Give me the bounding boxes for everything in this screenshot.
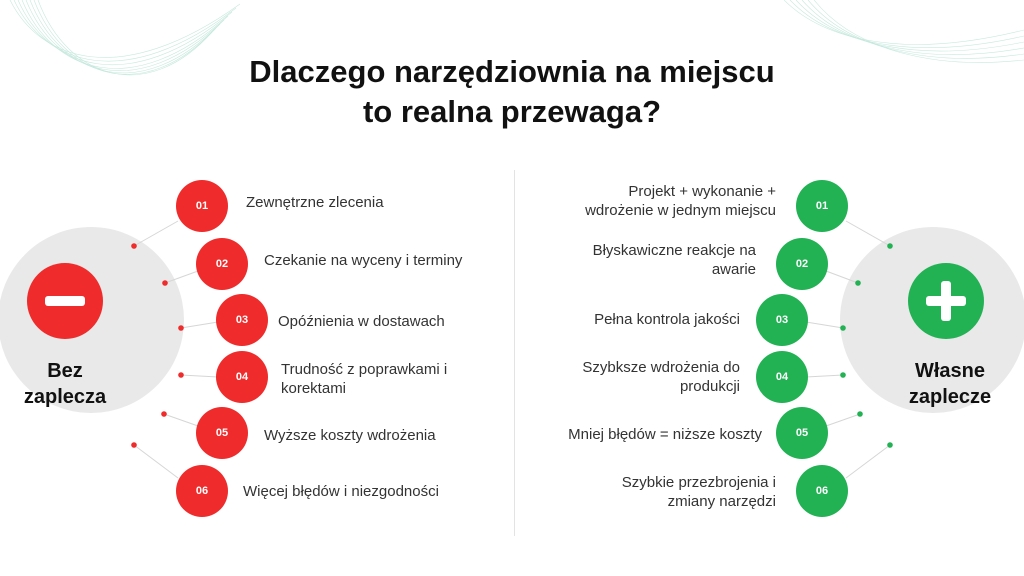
right-item-02-line-2: awarie xyxy=(711,261,756,278)
right-item-02-line-1: Błyskawiczne reakcje na xyxy=(592,242,756,259)
right-item-01-line-2: wdrożenie w jednym miejscu xyxy=(585,202,776,219)
right-item-04-number: 04 xyxy=(756,351,808,403)
right-item-06-line-1: Szybkie przezbrojenia i xyxy=(621,474,776,491)
right-group-label-line-2: zaplecze xyxy=(908,386,992,408)
left-item-06-text: Więcej błędów i niezgodności xyxy=(243,482,439,501)
left-item-05-line-1: Wyższe koszty wdrożenia xyxy=(264,427,436,444)
left-item-06-line-1: Więcej błędów i niezgodności xyxy=(243,483,439,500)
left-item-05-number: 05 xyxy=(196,407,248,459)
connector-dot xyxy=(162,280,168,286)
left-item-06-number: 06 xyxy=(176,465,228,517)
left-item-04-number: 04 xyxy=(216,351,268,403)
right-item-06-text: Szybkie przezbrojenia i zmiany narzędzi xyxy=(520,473,776,511)
left-item-03-number: 03 xyxy=(216,294,268,346)
left-item-01-line-1: Zewnętrzne zlecenia xyxy=(246,194,384,211)
right-group-label: Własne zaplecze xyxy=(880,358,1020,410)
connector-dot xyxy=(161,411,167,417)
connector-dot xyxy=(131,243,137,249)
right-item-06-line-2: zmiany narzędzi xyxy=(667,493,776,510)
plus-icon xyxy=(908,263,984,339)
minus-icon xyxy=(27,263,103,339)
left-item-02-text: Czekanie na wyceny i terminy xyxy=(264,251,462,270)
connector-dot xyxy=(178,372,184,378)
left-item-04-text: Trudność z poprawkami i korektami xyxy=(281,360,447,398)
left-item-02-number: 02 xyxy=(196,238,248,290)
right-group-label-line-1: Własne xyxy=(914,360,986,382)
left-group-label-line-1: Bez xyxy=(47,360,83,382)
right-item-03-text: Pełna kontrola jakości xyxy=(520,310,740,329)
right-item-02-text: Błyskawiczne reakcje na awarie xyxy=(520,241,756,279)
center-divider xyxy=(514,170,515,536)
left-item-01-text: Zewnętrzne zlecenia xyxy=(246,193,384,212)
right-item-02-number: 02 xyxy=(776,238,828,290)
right-item-03-line-1: Pełna kontrola jakości xyxy=(594,311,740,328)
page-title: Dlaczego narzędziownia na miejscu to rea… xyxy=(0,52,1024,132)
connector-dot xyxy=(840,325,846,331)
left-item-04-line-2: korektami xyxy=(281,380,347,397)
connector-dot xyxy=(131,442,137,448)
right-item-01-line-1: Projekt + wykonanie + xyxy=(628,183,776,200)
left-item-04-line-1: Trudność z poprawkami i xyxy=(281,361,448,378)
right-item-04-line-2: produkcji xyxy=(679,378,740,395)
connector-dot xyxy=(840,372,846,378)
right-item-01-text: Projekt + wykonanie + wdrożenie w jednym… xyxy=(520,182,776,220)
left-item-05-text: Wyższe koszty wdrożenia xyxy=(264,426,436,445)
right-item-05-text: Mniej błędów = niższe koszty xyxy=(520,425,762,444)
left-item-03-text: Opóźnienia w dostawach xyxy=(278,312,445,331)
left-item-01-number: 01 xyxy=(176,180,228,232)
right-item-03-number: 03 xyxy=(756,294,808,346)
connector-dot xyxy=(857,411,863,417)
left-item-02-line-1: Czekanie na wyceny i terminy xyxy=(264,252,463,269)
left-group-label: Bez zaplecza xyxy=(0,358,130,410)
connector-dot xyxy=(855,280,861,286)
right-item-04-line-1: Szybksze wdrożenia do xyxy=(582,359,740,376)
connector-dot xyxy=(887,243,893,249)
connector-dot xyxy=(178,325,184,331)
title-line-2: to realna przewaga? xyxy=(362,94,662,129)
right-item-01-number: 01 xyxy=(796,180,848,232)
right-item-05-line-1: Mniej błędów = niższe koszty xyxy=(568,426,762,443)
left-group-label-line-2: zaplecza xyxy=(23,386,107,408)
title-line-1: Dlaczego narzędziownia na miejscu xyxy=(249,54,775,89)
right-item-04-text: Szybksze wdrożenia do produkcji xyxy=(520,358,740,396)
connector-dot xyxy=(887,442,893,448)
right-item-06-number: 06 xyxy=(796,465,848,517)
right-item-05-number: 05 xyxy=(776,407,828,459)
left-item-03-line-1: Opóźnienia w dostawach xyxy=(278,313,445,330)
